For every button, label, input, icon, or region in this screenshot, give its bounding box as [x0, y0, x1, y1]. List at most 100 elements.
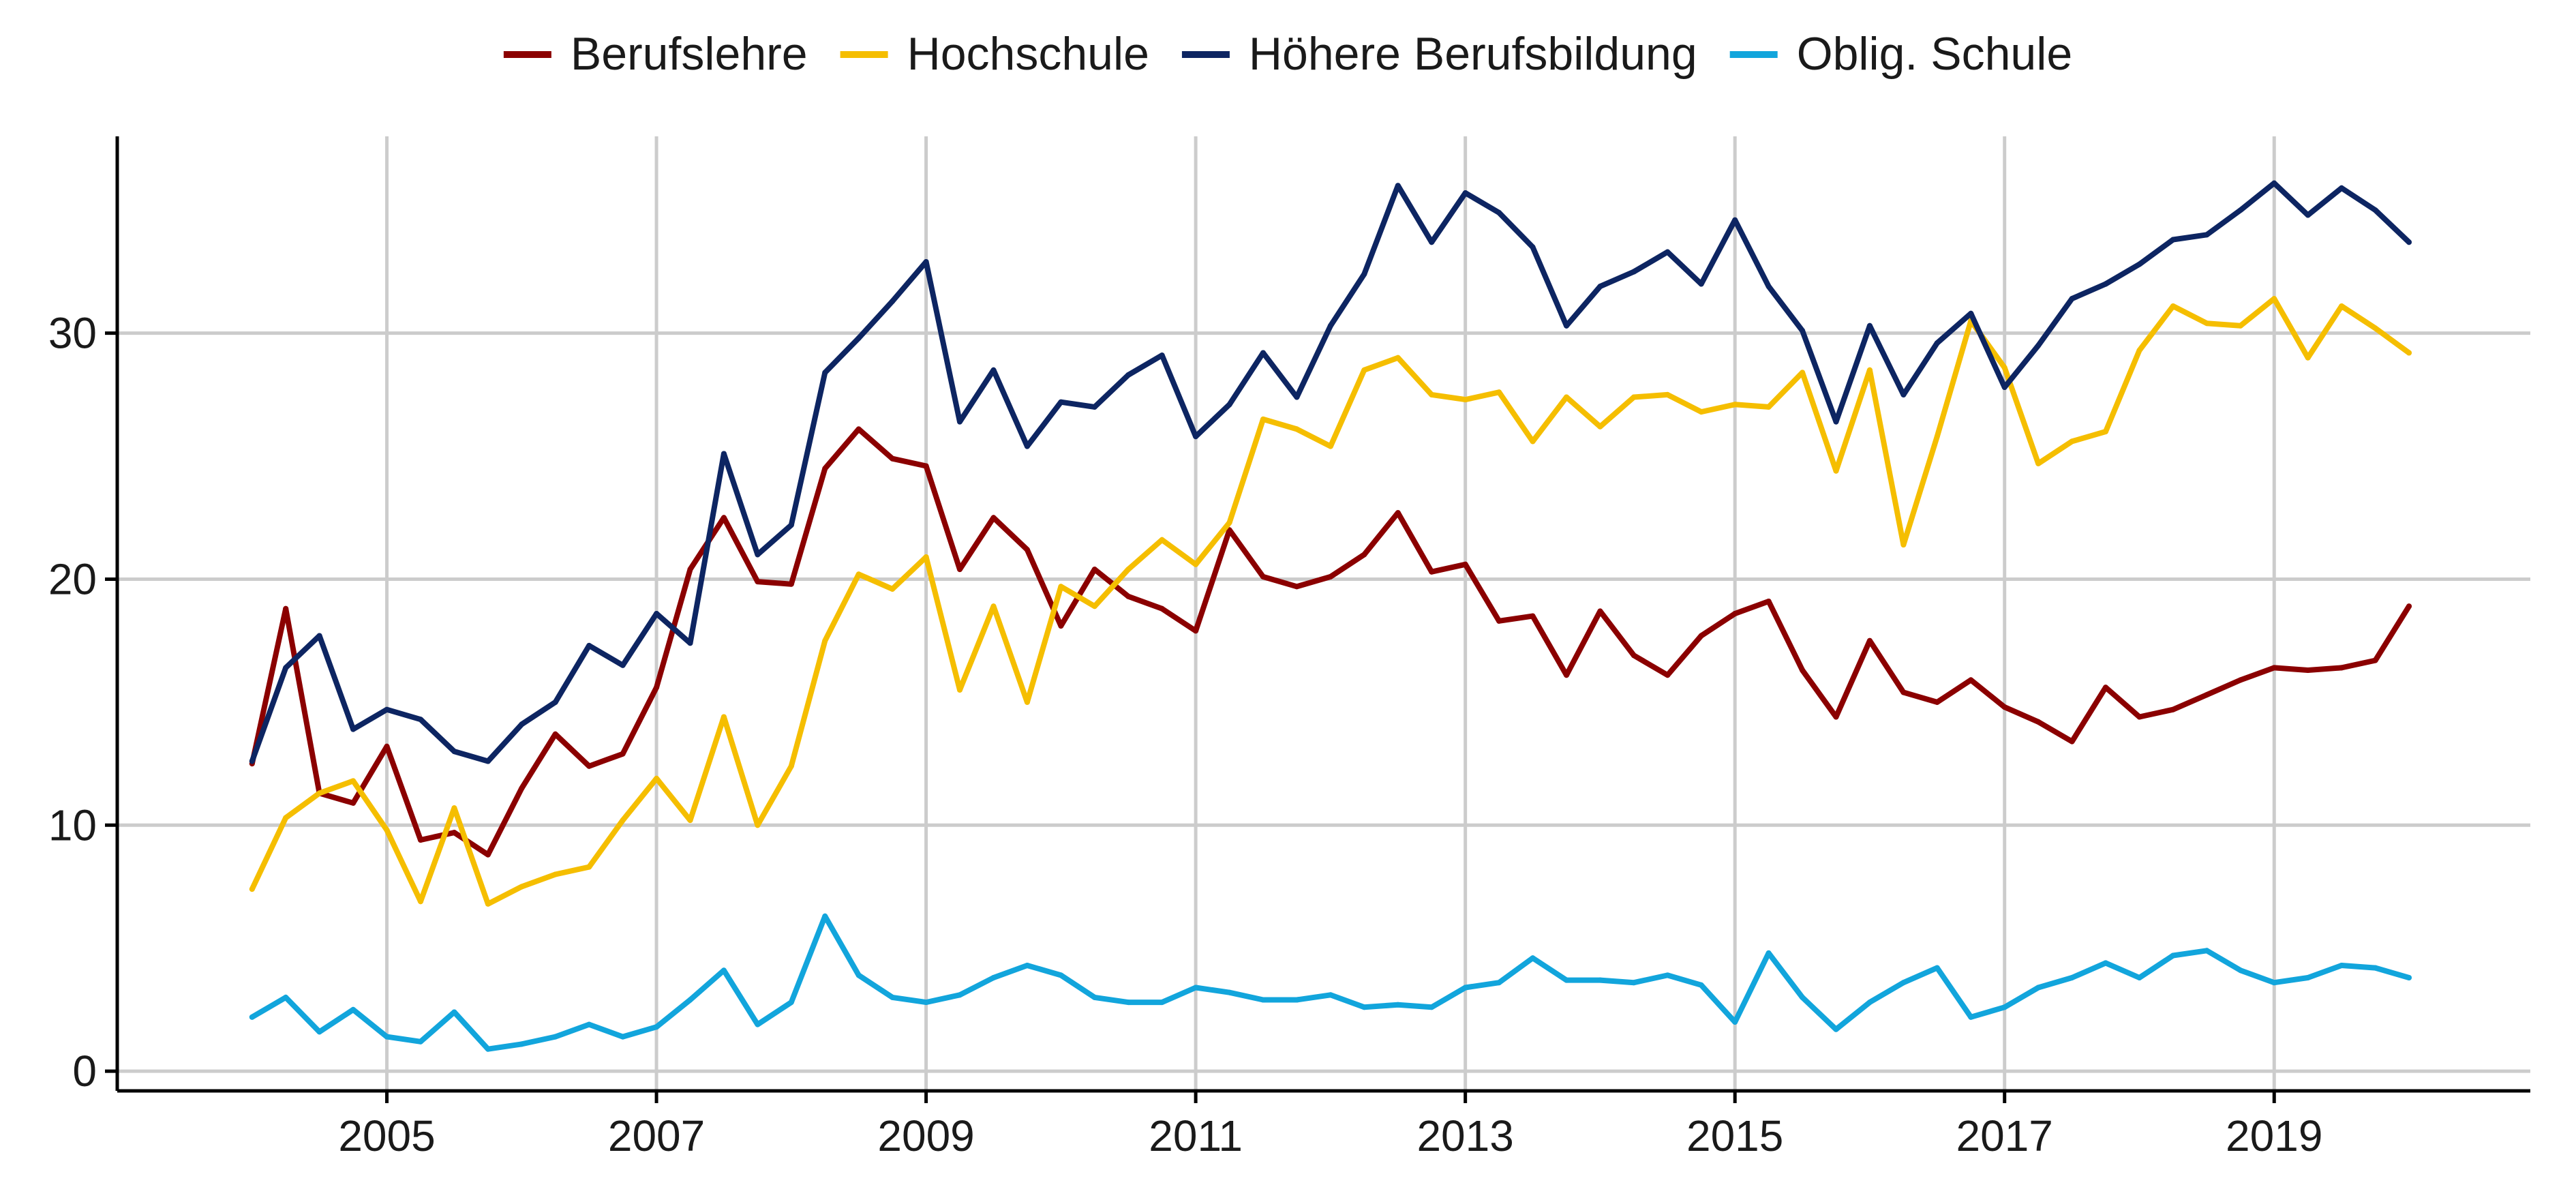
data-point-h-here-berufsbildung-33: [1361, 271, 1367, 277]
data-point-berufslehre-59: [2237, 677, 2243, 683]
grid-lines: [117, 136, 2530, 1091]
data-point-oblig-schule-16: [788, 1000, 794, 1006]
data-point-berufslehre-43: [1698, 633, 1704, 639]
data-point-berufslehre-41: [1631, 652, 1637, 659]
data-point-h-here-berufsbildung-5: [418, 717, 423, 723]
x-tick-label: 2013: [1416, 1111, 1513, 1160]
data-point-h-here-berufsbildung-9: [552, 699, 558, 705]
data-point-berufslehre-61: [2305, 667, 2311, 673]
data-point-oblig-schule-6: [451, 1009, 457, 1015]
data-point-oblig-schule-13: [687, 997, 693, 1003]
data-point-oblig-schule-29: [1226, 989, 1232, 995]
data-point-oblig-schule-30: [1260, 997, 1266, 1003]
data-point-berufslehre-50: [1934, 699, 1940, 705]
data-point-oblig-schule-0: [249, 1014, 255, 1020]
data-point-hochschule-56: [2136, 347, 2142, 353]
data-point-hochschule-9: [552, 871, 558, 877]
data-point-oblig-schule-60: [2271, 980, 2277, 986]
data-point-berufslehre-27: [1159, 605, 1165, 612]
tick-labels: 2005 2007 2009 2011 2013 2015 2017 2019 0 10 20 30: [48, 309, 2323, 1160]
legend-label: Höhere Berufsbildung: [1249, 28, 1697, 80]
series-line-oblig-schule: [249, 913, 2412, 1052]
data-point-h-here-berufsbildung-17: [822, 370, 828, 376]
data-point-oblig-schule-7: [485, 1046, 491, 1052]
data-point-oblig-schule-22: [990, 975, 997, 980]
data-point-h-here-berufsbildung-3: [350, 726, 357, 732]
data-point-berufslehre-56: [2136, 714, 2142, 720]
data-point-h-here-berufsbildung-16: [788, 522, 794, 528]
data-point-h-here-berufsbildung-1: [283, 665, 289, 671]
data-point-h-here-berufsbildung-40: [1597, 284, 1603, 290]
data-point-hochschule-40: [1597, 423, 1603, 430]
data-point-berufslehre-63: [2372, 657, 2378, 663]
data-point-hochschule-42: [1665, 391, 1671, 397]
data-point-oblig-schule-27: [1159, 1000, 1165, 1006]
data-point-oblig-schule-52: [2001, 1004, 2007, 1010]
data-point-h-here-berufsbildung-12: [654, 611, 660, 616]
data-point-h-here-berufsbildung-20: [923, 259, 929, 265]
y-tick-label: 30: [48, 309, 97, 358]
data-point-hochschule-58: [2204, 320, 2210, 327]
data-point-berufslehre-51: [1968, 677, 1974, 683]
data-point-oblig-schule-33: [1361, 1004, 1367, 1010]
data-point-oblig-schule-4: [384, 1034, 390, 1040]
data-point-berufslehre-28: [1193, 628, 1199, 634]
data-point-hochschule-59: [2237, 322, 2243, 329]
data-point-h-here-berufsbildung-39: [1564, 322, 1569, 329]
data-point-hochschule-20: [923, 554, 929, 560]
data-point-hochschule-41: [1631, 394, 1637, 400]
data-point-hochschule-24: [1058, 584, 1064, 590]
data-point-hochschule-12: [654, 775, 660, 781]
data-point-berufslehre-30: [1260, 573, 1266, 580]
data-point-h-here-berufsbildung-32: [1327, 322, 1333, 329]
data-point-oblig-schule-10: [586, 1021, 592, 1027]
data-point-hochschule-33: [1361, 367, 1367, 373]
data-point-hochschule-61: [2305, 355, 2311, 361]
data-point-berufslehre-35: [1429, 569, 1435, 575]
data-point-oblig-schule-44: [1732, 1019, 1738, 1025]
data-point-hochschule-52: [2001, 365, 2007, 371]
data-point-oblig-schule-12: [654, 1024, 660, 1030]
legend-item-h-here-berufsbildung: Höhere Berufsbildung: [1181, 28, 1697, 80]
data-point-berufslehre-1: [283, 605, 289, 612]
data-point-h-here-berufsbildung-34: [1395, 183, 1401, 189]
y-tick-label: 0: [72, 1047, 97, 1096]
data-point-h-here-berufsbildung-13: [687, 640, 693, 646]
data-point-hochschule-54: [2069, 438, 2075, 445]
data-point-oblig-schule-19: [890, 994, 896, 1000]
data-point-h-here-berufsbildung-53: [2035, 342, 2042, 348]
axes: [105, 136, 2530, 1103]
data-point-oblig-schule-47: [1833, 1026, 1839, 1032]
data-point-hochschule-19: [890, 586, 896, 592]
data-point-berufslehre-54: [2069, 738, 2075, 745]
data-point-berufslehre-22: [990, 515, 997, 521]
data-point-oblig-schule-63: [2372, 965, 2378, 971]
data-point-oblig-schule-23: [1024, 963, 1030, 968]
data-point-hochschule-21: [957, 687, 963, 693]
data-point-oblig-schule-21: [957, 992, 963, 998]
data-point-berufslehre-53: [2035, 719, 2042, 725]
data-point-oblig-schule-56: [2136, 975, 2142, 980]
data-point-berufslehre-14: [721, 515, 727, 521]
data-point-h-here-berufsbildung-45: [1766, 284, 1772, 290]
y-tick-label: 20: [48, 554, 97, 603]
data-point-oblig-schule-2: [316, 1029, 322, 1035]
data-point-h-here-berufsbildung-29: [1226, 402, 1232, 408]
data-point-h-here-berufsbildung-63: [2372, 207, 2378, 213]
data-point-hochschule-30: [1260, 416, 1266, 422]
data-point-hochschule-14: [721, 714, 727, 720]
data-point-h-here-berufsbildung-62: [2339, 185, 2345, 191]
legend-label: Hochschule: [907, 28, 1149, 80]
data-point-oblig-schule-43: [1698, 982, 1704, 988]
data-point-hochschule-45: [1766, 404, 1772, 410]
data-point-berufslehre-52: [2001, 704, 2007, 710]
data-point-h-here-berufsbildung-35: [1429, 239, 1435, 245]
legend: Berufslehre Hochschule Höhere Berufsbildun…: [503, 28, 2072, 80]
data-point-berufslehre-16: [788, 581, 794, 587]
data-point-oblig-schule-55: [2103, 960, 2108, 966]
data-point-h-here-berufsbildung-22: [990, 367, 997, 373]
data-point-oblig-schule-40: [1597, 977, 1603, 983]
data-point-h-here-berufsbildung-36: [1462, 190, 1468, 196]
data-point-oblig-schule-57: [2170, 952, 2176, 959]
